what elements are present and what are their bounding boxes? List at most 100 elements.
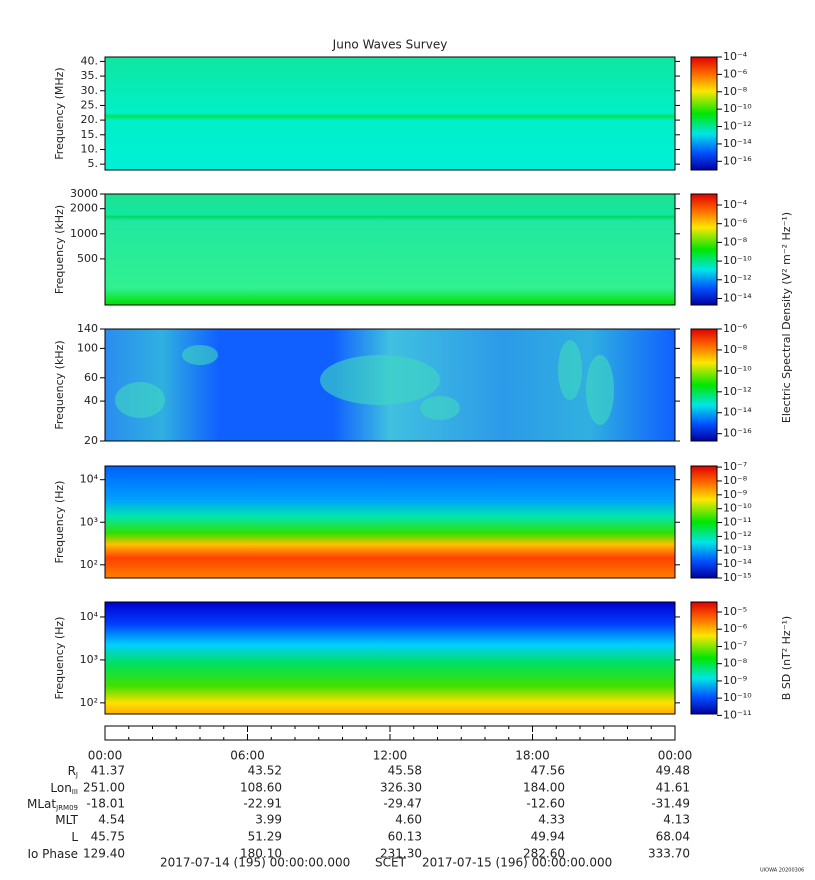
- colorbar-tick-label: 10⁻⁶: [723, 322, 748, 335]
- colorbar: [690, 601, 718, 715]
- ephemeris-value: 251.00: [83, 781, 125, 795]
- colorbar-tick-label: 10⁻⁷: [723, 639, 747, 652]
- spectrogram-feature: [115, 382, 165, 418]
- ephemeris-label-main: R: [68, 764, 76, 778]
- spectrogram-feature: [558, 340, 582, 400]
- colorbar-tick-label: 10⁻¹⁴: [723, 291, 752, 304]
- ephemeris-label: MLatJRM09: [27, 797, 78, 813]
- time-tick-label: 12:00: [373, 749, 408, 763]
- ephemeris-value: 326.30: [380, 781, 422, 795]
- spectrogram: [105, 466, 675, 578]
- colorbar-tick-label: 10⁻¹⁶: [723, 154, 752, 167]
- ephemeris-label: L: [71, 830, 78, 844]
- y-tick-label: 35.: [81, 69, 99, 82]
- ephemeris-value: -29.47: [383, 797, 422, 811]
- colorbar-tick-label: 10⁻⁴: [723, 50, 748, 63]
- ephemeris-value: 51.29: [248, 830, 282, 844]
- ephemeris-label: RJ: [68, 764, 78, 780]
- spectrogram-feature: [182, 345, 218, 365]
- ephemeris-value: -22.91: [243, 797, 282, 811]
- colorbar-tick-label: 10⁻⁸: [723, 85, 748, 98]
- ephemeris-label-main: MLT: [55, 813, 78, 827]
- colorbar-tick-label: 10⁻¹⁴: [723, 137, 752, 150]
- ephemeris-value: 60.13: [388, 830, 422, 844]
- ephemeris-value: 49.48: [656, 764, 690, 778]
- y-tick-label: 10⁴: [80, 473, 99, 486]
- colorbar-tick-label: 10⁻⁴: [723, 198, 748, 211]
- ephemeris-value: 47.56: [531, 764, 565, 778]
- stamp: UIOWA 20200306: [760, 868, 804, 874]
- ephemeris-value: 41.37: [91, 764, 125, 778]
- ephemeris-value: -31.49: [651, 797, 690, 811]
- y-tick-label: 25.: [81, 98, 99, 111]
- y-tick-label: 10²: [80, 696, 98, 709]
- y-tick-label: 100: [77, 341, 98, 354]
- colorbar-label: B SD (nT² Hz⁻¹): [780, 616, 793, 700]
- ephemeris-value: 180.10: [240, 847, 282, 861]
- spectrogram: [105, 57, 675, 170]
- colorbar-tick-label: 10⁻¹⁵: [723, 571, 752, 584]
- ephemeris-value: 43.52: [248, 764, 282, 778]
- spectrogram-feature: [586, 355, 614, 425]
- colorbar-tick-label: 10⁻⁸: [723, 474, 748, 487]
- y-tick-label: 40.: [81, 54, 99, 67]
- y-axis-label: Frequency (kHz): [53, 340, 66, 429]
- footer-end: 2017-07-15 (196) 00:00:00.000: [422, 856, 612, 870]
- colorbar-tick-label: 10⁻⁸: [723, 343, 748, 356]
- ephemeris-value: 45.58: [388, 764, 422, 778]
- colorbar-tick-label: 10⁻⁸: [723, 235, 748, 248]
- y-tick-label: 10.: [81, 142, 99, 155]
- ephemeris-value: 4.33: [538, 813, 565, 827]
- ephemeris-value: 45.75: [91, 830, 125, 844]
- ephemeris-label-sub: III: [72, 788, 78, 796]
- colorbar: [690, 56, 718, 171]
- y-tick-label: 140: [77, 322, 98, 335]
- colorbar-tick-label: 10⁻¹⁶: [723, 427, 752, 440]
- ephemeris-label-sub: J: [75, 771, 78, 779]
- y-tick-label: 10²: [80, 558, 98, 571]
- colorbar-tick-label: 10⁻⁹: [723, 674, 747, 687]
- colorbar-tick-label: 10⁻⁶: [723, 67, 748, 80]
- ephemeris-value: 4.60: [395, 813, 422, 827]
- colorbar-tick-label: 10⁻¹⁰: [723, 364, 752, 377]
- ephemeris-label-main: MLat: [27, 797, 56, 811]
- ephemeris-label-main: Io Phase: [27, 847, 78, 861]
- colorbar-tick-label: 10⁻¹³: [723, 543, 752, 556]
- colorbar-tick-label: 10⁻¹⁰: [723, 691, 752, 704]
- y-axis-label: Frequency (Hz): [53, 617, 66, 700]
- colorbar: [690, 465, 718, 579]
- ephemeris-value: 3.99: [255, 813, 282, 827]
- y-tick-label: 5.: [88, 157, 99, 170]
- ephemeris-label-main: Lon: [50, 781, 71, 795]
- ephemeris-label-sub: JRM09: [55, 804, 78, 812]
- colorbar: [690, 328, 718, 442]
- ephemeris-value: 4.13: [663, 813, 690, 827]
- spectrogram: [105, 602, 675, 714]
- ephemeris-value: -18.01: [86, 797, 125, 811]
- colorbar-tick-label: 10⁻¹¹: [723, 516, 752, 529]
- y-tick-label: 500: [77, 252, 98, 265]
- colorbar: [690, 193, 718, 306]
- colorbar-label: Electric Spectral Density (V² m⁻² Hz⁻¹): [780, 212, 793, 423]
- plot-frame: [104, 328, 676, 442]
- title: Juno Waves Survey: [332, 38, 448, 52]
- colorbar-tick-label: 10⁻¹²: [723, 273, 752, 286]
- ephemeris-value: 282.60: [523, 847, 565, 861]
- colorbar-tick-label: 10⁻⁵: [723, 605, 747, 618]
- y-tick-label: 1000: [70, 227, 98, 240]
- ephemeris-value: 108.60: [240, 781, 282, 795]
- ephemeris-value: 41.61: [656, 781, 690, 795]
- y-tick-label: 10³: [80, 653, 98, 666]
- y-tick-label: 20: [84, 434, 98, 447]
- colorbar-tick-label: 10⁻⁷: [723, 460, 747, 473]
- y-tick-label: 3000: [70, 187, 98, 200]
- y-tick-label: 20.: [81, 113, 99, 126]
- y-tick-label: 10⁴: [80, 610, 99, 623]
- plot-frame: [104, 601, 676, 715]
- colorbar-tick-label: 10⁻¹⁰: [723, 102, 752, 115]
- y-tick-label: 10³: [80, 515, 98, 528]
- y-axis-label: Frequency (kHz): [53, 205, 66, 294]
- time-tick-label: 00:00: [658, 749, 693, 763]
- colorbar-tick-label: 10⁻¹⁴: [723, 557, 752, 570]
- ephemeris-value: 333.70: [648, 847, 690, 861]
